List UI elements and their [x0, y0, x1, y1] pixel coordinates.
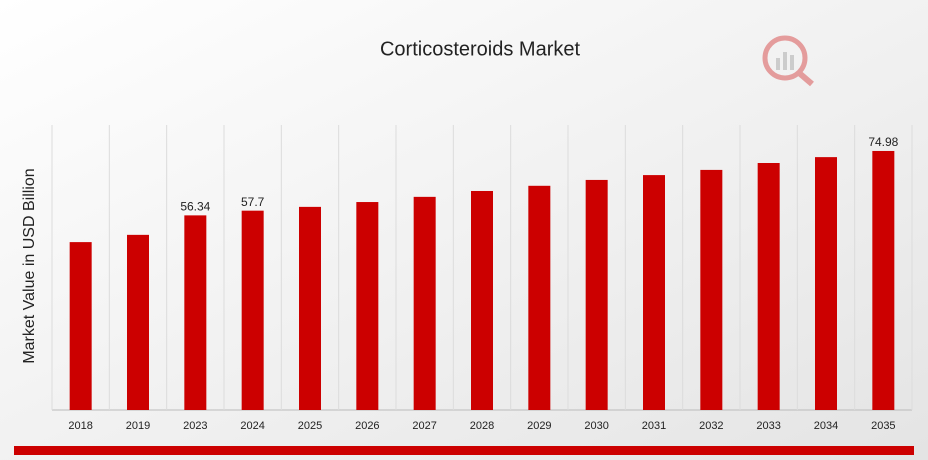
- bar: [643, 175, 665, 410]
- data-label: 56.34: [180, 200, 210, 214]
- footer-bar: [14, 446, 914, 455]
- data-label: 57.7: [241, 195, 265, 209]
- chart-title: Corticosteroids Market: [380, 38, 581, 60]
- x-tick-label: 2018: [68, 420, 92, 432]
- bar: [700, 169, 723, 410]
- bar: [757, 163, 780, 410]
- x-tick-label: 2028: [470, 420, 494, 432]
- x-tick-label: 2030: [584, 420, 608, 432]
- bar: [413, 196, 436, 410]
- x-tick-label: 2027: [412, 420, 436, 432]
- bar: [528, 185, 551, 410]
- x-tick-label: 2033: [756, 420, 780, 432]
- bar: [184, 215, 207, 410]
- x-tick-label: 2024: [240, 420, 264, 432]
- bar: [241, 210, 264, 410]
- x-tick-label: 2019: [126, 420, 150, 432]
- logo: [762, 35, 814, 87]
- x-tick-label: 2025: [298, 420, 322, 432]
- x-tick-label: 2029: [527, 420, 551, 432]
- y-axis-label: Market Value in USD Billion: [21, 168, 38, 363]
- bar: [872, 150, 895, 410]
- x-tick-label: 2026: [355, 420, 379, 432]
- bar: [815, 157, 837, 410]
- bar: [69, 242, 92, 410]
- bar: [585, 179, 608, 410]
- bar: [127, 234, 149, 410]
- bar: [299, 206, 321, 410]
- data-label: 74.98: [868, 135, 898, 149]
- x-tick-label: 2023: [183, 420, 207, 432]
- x-tick-label: 2035: [871, 420, 895, 432]
- x-tick-label: 2032: [699, 420, 723, 432]
- bar: [471, 190, 493, 410]
- x-tick-label: 2031: [642, 420, 666, 432]
- bar: [356, 202, 379, 410]
- x-tick-label: 2034: [814, 420, 838, 432]
